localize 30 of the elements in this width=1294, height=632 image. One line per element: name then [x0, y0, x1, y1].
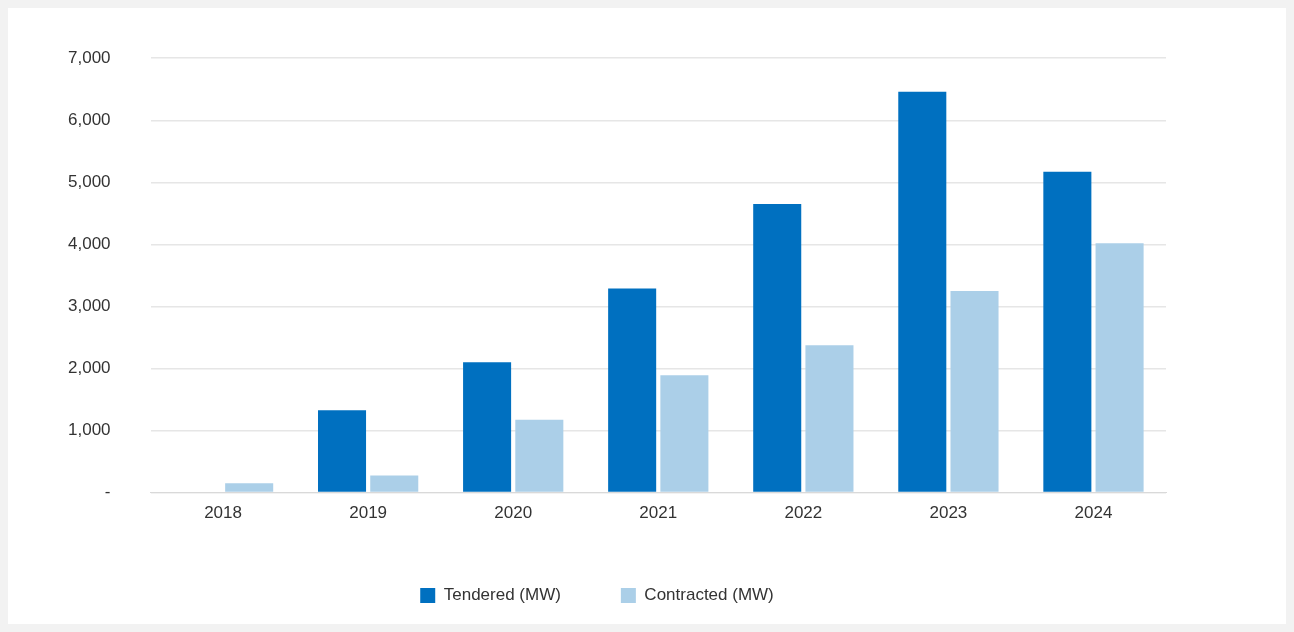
- x-tick-label: 2020: [494, 503, 533, 523]
- bar: [463, 362, 512, 492]
- y-tick-label: 3,000: [67, 296, 111, 316]
- y-tick-label: 6,000: [67, 109, 111, 129]
- bar: [950, 290, 999, 492]
- y-tick-label: 7,000: [67, 47, 111, 67]
- x-tick-label: 2018: [204, 503, 242, 523]
- bar: [318, 410, 367, 492]
- bar: [608, 288, 657, 492]
- bar: [805, 345, 854, 492]
- bar: [225, 483, 274, 492]
- x-tick-label: 2023: [929, 503, 968, 523]
- legend-label: Contracted (MW): [644, 585, 774, 605]
- bar: [370, 475, 419, 492]
- y-tick-label: 5,000: [67, 172, 111, 191]
- x-tick-label: 2024: [1074, 503, 1113, 523]
- bar: [1095, 243, 1144, 492]
- bar: [660, 375, 709, 492]
- bar: [898, 91, 947, 492]
- bar: [1043, 171, 1092, 492]
- x-tick-label: 2019: [349, 503, 388, 523]
- y-tick-label: 1,000: [67, 420, 111, 440]
- y-tick-label: -: [104, 482, 111, 502]
- y-tick-label: 2,000: [67, 358, 111, 378]
- bar: [753, 204, 802, 492]
- x-tick-label: 2022: [784, 503, 823, 523]
- x-tick-label: 2021: [639, 503, 678, 523]
- bar: [515, 419, 564, 492]
- y-tick-label: 4,000: [67, 234, 111, 254]
- legend-label: Tendered (MW): [443, 585, 561, 605]
